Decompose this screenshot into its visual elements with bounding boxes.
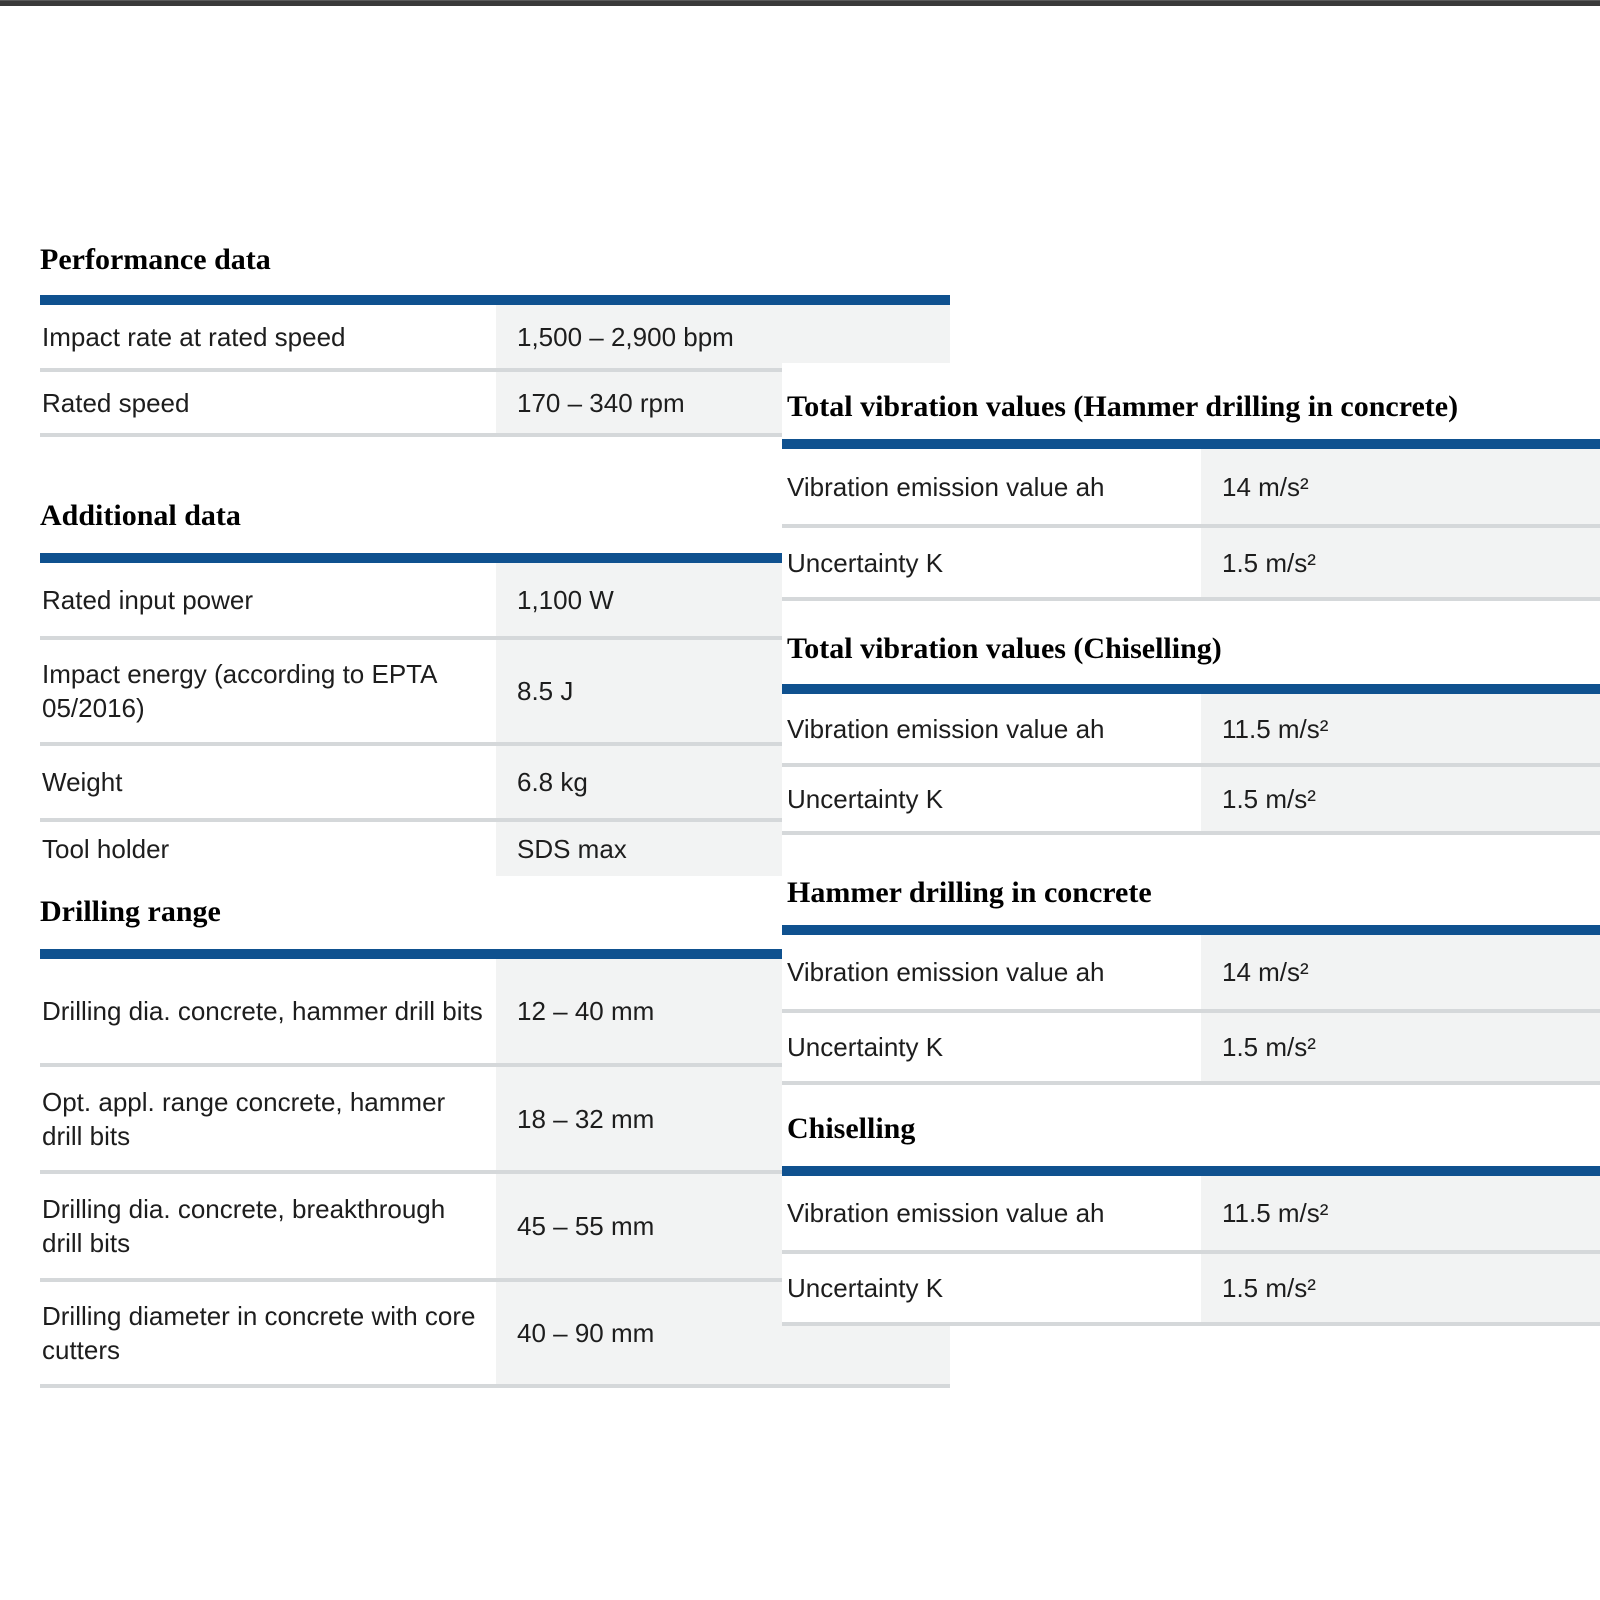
section-accent-bar xyxy=(40,949,950,959)
spec-label: Vibration emission value ah xyxy=(787,1198,1105,1228)
spec-value: 1.5 m/s² xyxy=(1201,767,1600,831)
spec-value: 1.5 m/s² xyxy=(1201,1013,1600,1081)
section-vibration-chiselling: Total vibration values (Chiselling) Vibr… xyxy=(782,632,1600,835)
spec-label: Rated input power xyxy=(42,584,254,615)
section-title: Total vibration values (Hammer drilling … xyxy=(787,390,1459,423)
section-accent-bar xyxy=(782,925,1600,935)
spec-value: 1.5 m/s² xyxy=(1201,1254,1600,1322)
section-hammer-drilling-concrete: Hammer drilling in concrete Vibration em… xyxy=(782,876,1600,1085)
spec-label: Weight xyxy=(42,767,123,797)
spec-label: Impact rate at rated speed xyxy=(42,321,346,352)
spec-row: Vibration emission value ah 14 m/s² xyxy=(782,935,1600,1013)
spec-row: Uncertainty K 1.5 m/s² xyxy=(782,528,1600,601)
spec-label: Impact energy (according to EPTA 05/2016… xyxy=(42,659,437,723)
spec-label: Uncertainty K xyxy=(787,784,944,814)
section-title: Additional data xyxy=(40,499,241,532)
spec-value: 1,500 – 2,900 bpm xyxy=(496,305,950,368)
spec-label: Opt. appl. range concrete, hammer drill … xyxy=(42,1086,446,1151)
spec-row: Uncertainty K 1.5 m/s² xyxy=(782,767,1600,835)
spec-label: Uncertainty K xyxy=(787,1032,944,1062)
section-vibration-hammer-drilling: Total vibration values (Hammer drilling … xyxy=(782,390,1600,601)
spec-value: 14 m/s² xyxy=(1201,449,1600,524)
section-accent-bar xyxy=(782,684,1600,694)
spec-row: Vibration emission value ah 11.5 m/s² xyxy=(782,694,1600,767)
spec-label: Uncertainty K xyxy=(787,547,944,578)
spec-label: Vibration emission value ah xyxy=(787,957,1105,987)
section-accent-bar xyxy=(40,295,950,305)
spec-row: Uncertainty K 1.5 m/s² xyxy=(782,1254,1600,1326)
spec-label: Vibration emission value ah xyxy=(787,471,1105,502)
spec-row: Uncertainty K 1.5 m/s² xyxy=(782,1013,1600,1085)
spec-row: Impact rate at rated speed 1,500 – 2,900… xyxy=(40,305,950,372)
spec-value: 14 m/s² xyxy=(1201,935,1600,1009)
top-window-bar xyxy=(0,0,1600,6)
section-title: Performance data xyxy=(40,243,271,276)
section-accent-bar xyxy=(782,1166,1600,1176)
spec-value: 11.5 m/s² xyxy=(1201,1176,1600,1250)
spec-label: Drilling dia. concrete, hammer drill bit… xyxy=(42,996,483,1026)
spec-label: Uncertainty K xyxy=(787,1273,944,1303)
spec-row: Drilling diameter in concrete with core … xyxy=(40,1282,950,1388)
spec-label: Rated speed xyxy=(42,387,190,418)
section-chiselling: Chiselling Vibration emission value ah 1… xyxy=(782,1112,1600,1326)
section-title: Drilling range xyxy=(40,895,221,928)
spec-label: Vibration emission value ah xyxy=(787,713,1105,744)
spec-row: Vibration emission value ah 14 m/s² xyxy=(782,449,1600,528)
section-additional-data: Additional data Rated input power 1,100 … xyxy=(40,499,950,876)
section-title: Hammer drilling in concrete xyxy=(787,876,1152,909)
section-accent-bar xyxy=(40,553,950,563)
spec-value: 11.5 m/s² xyxy=(1201,694,1600,763)
spec-label: Drilling diameter in concrete with core … xyxy=(42,1301,476,1365)
spec-label: Tool holder xyxy=(42,834,170,864)
spec-row: Vibration emission value ah 11.5 m/s² xyxy=(782,1176,1600,1254)
spec-value: 1.5 m/s² xyxy=(1201,528,1600,597)
section-accent-bar xyxy=(782,439,1600,449)
section-title: Chiselling xyxy=(787,1112,916,1145)
section-title: Total vibration values (Chiselling) xyxy=(787,632,1222,665)
spec-value: 40 – 90 mm xyxy=(496,1282,950,1384)
spec-label: Drilling dia. concrete, breakthrough dri… xyxy=(42,1194,446,1258)
